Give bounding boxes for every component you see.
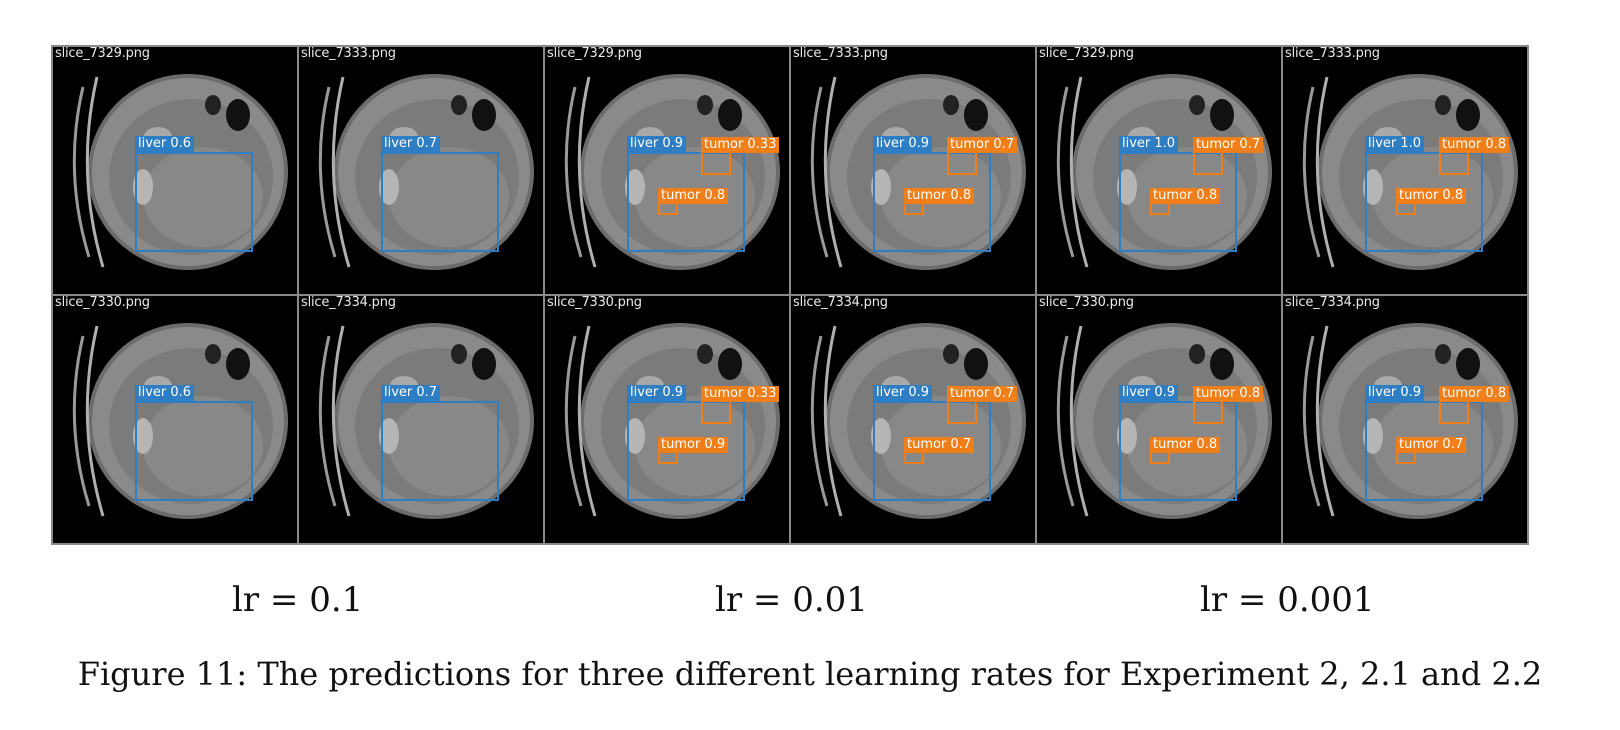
lr-label-0.01: lr = 0.01	[715, 580, 868, 620]
lr-label-0.001: lr = 0.001	[1200, 580, 1375, 620]
tumor-label: tumor 0.7	[947, 386, 1018, 402]
liver-bounding-box	[381, 401, 499, 501]
tumor-label: tumor 0.33	[701, 386, 780, 402]
liver-bounding-box	[381, 152, 499, 252]
slice-filename: slice_7334.png	[793, 296, 888, 310]
slice-filename: slice_7333.png	[1285, 47, 1380, 61]
slice-filename: slice_7333.png	[793, 47, 888, 61]
liver-bounding-box	[627, 152, 745, 252]
tumor-label: tumor 0.8	[1150, 437, 1221, 453]
liver-label: liver 0.7	[381, 136, 441, 152]
slice-filename: slice_7334.png	[301, 296, 396, 310]
liver-label: liver 0.9	[873, 136, 933, 152]
liver-label: liver 0.6	[135, 385, 195, 401]
slice-filename: slice_7330.png	[547, 296, 642, 310]
liver-bounding-box	[1365, 152, 1483, 252]
figure-caption: Figure 11: The predictions for three dif…	[77, 655, 1543, 693]
ct-scan-image	[810, 74, 1026, 270]
liver-label: liver 0.7	[381, 385, 441, 401]
liver-bounding-box	[135, 401, 253, 501]
liver-bounding-box	[873, 152, 991, 252]
tumor-label: tumor 0.8	[1193, 386, 1264, 402]
liver-bounding-box	[135, 152, 253, 252]
liver-bounding-box	[1119, 401, 1237, 501]
slice-filename: slice_7329.png	[55, 47, 150, 61]
tumor-label: tumor 0.7	[947, 137, 1018, 153]
tumor-label: tumor 0.33	[701, 137, 780, 153]
liver-label: liver 0.9	[1119, 385, 1179, 401]
slice-filename: slice_7333.png	[301, 47, 396, 61]
slice-filename: slice_7329.png	[547, 47, 642, 61]
slice-filename: slice_7330.png	[1039, 296, 1134, 310]
tumor-label: tumor 0.8	[1396, 188, 1467, 204]
slice-filename: slice_7334.png	[1285, 296, 1380, 310]
liver-bounding-box	[873, 401, 991, 501]
liver-label: liver 0.6	[135, 136, 195, 152]
tumor-label: tumor 0.8	[658, 188, 729, 204]
ct-scan-image	[72, 323, 288, 519]
slice-filename: slice_7329.png	[1039, 47, 1134, 61]
liver-label: liver 0.9	[627, 136, 687, 152]
slice-filename: slice_7330.png	[55, 296, 150, 310]
liver-label: liver 1.0	[1119, 136, 1179, 152]
liver-label: liver 0.9	[627, 385, 687, 401]
tumor-label: tumor 0.8	[1150, 188, 1221, 204]
tumor-label: tumor 0.7	[1396, 437, 1467, 453]
liver-label: liver 0.9	[873, 385, 933, 401]
tumor-label: tumor 0.8	[1439, 137, 1510, 153]
liver-label: liver 0.9	[1365, 385, 1425, 401]
tumor-label: tumor 0.8	[904, 188, 975, 204]
liver-label: liver 1.0	[1365, 136, 1425, 152]
tumor-label: tumor 0.8	[1439, 386, 1510, 402]
tumor-label: tumor 0.9	[658, 437, 729, 453]
ct-scan-image	[318, 74, 534, 270]
tumor-label: tumor 0.7	[904, 437, 975, 453]
lr-label-0.1: lr = 0.1	[232, 580, 364, 620]
liver-bounding-box	[1119, 152, 1237, 252]
tumor-label: tumor 0.7	[1193, 137, 1264, 153]
liver-bounding-box	[1365, 401, 1483, 501]
liver-bounding-box	[627, 401, 745, 501]
